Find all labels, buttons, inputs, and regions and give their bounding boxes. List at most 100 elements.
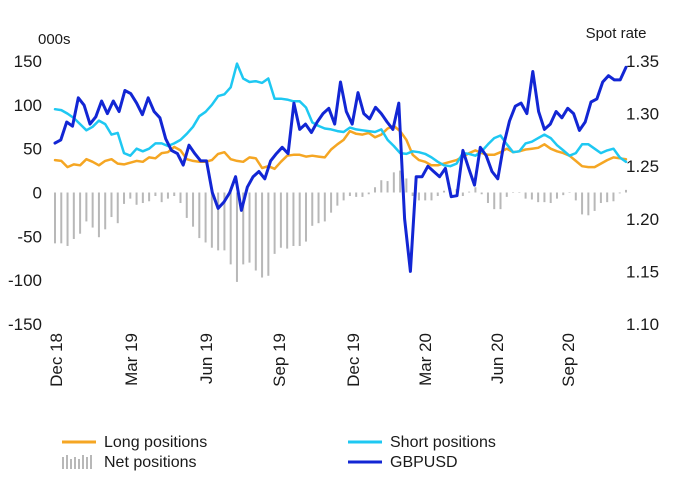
net-position-bar <box>292 192 295 246</box>
net-position-bar <box>154 192 157 197</box>
net-position-bar <box>229 192 232 265</box>
net-position-bar <box>574 192 577 201</box>
net-position-bar <box>254 192 257 271</box>
net-position-bar <box>342 192 345 201</box>
right-tick-label: 1.35 <box>626 52 659 71</box>
net-position-bar <box>323 192 326 222</box>
net-position-bar <box>123 192 126 204</box>
legend-swatch-net-positions <box>90 455 92 469</box>
net-position-bar <box>79 192 82 234</box>
net-position-bar <box>116 192 119 224</box>
net-position-bar <box>355 192 358 197</box>
x-tick-label: Dec 18 <box>47 333 66 387</box>
net-position-bar <box>468 191 471 193</box>
net-position-bar <box>179 192 182 204</box>
net-position-bar <box>436 192 439 197</box>
net-position-bar <box>235 192 238 282</box>
net-position-bar <box>104 192 107 230</box>
net-position-bar <box>97 192 100 238</box>
net-position-bar <box>91 192 94 228</box>
net-position-bar <box>386 181 389 193</box>
x-tick-label: Sep 19 <box>270 333 289 387</box>
net-position-bar <box>367 192 370 195</box>
net-position-bar <box>593 192 596 211</box>
net-position-bar <box>267 192 270 276</box>
net-position-bar <box>555 192 558 199</box>
net-position-bar <box>486 192 489 204</box>
net-position-bar <box>66 192 69 246</box>
net-position-bar <box>537 192 540 203</box>
x-tick-label: Mar 19 <box>122 333 141 386</box>
net-position-bar <box>60 192 63 244</box>
legend-swatch-net-positions <box>74 457 76 469</box>
right-tick-label: 1.10 <box>626 315 659 334</box>
right-tick-label: 1.20 <box>626 210 659 229</box>
legend-swatch-net-positions <box>78 459 80 469</box>
net-position-bar <box>505 192 508 197</box>
net-position-bar <box>279 192 282 248</box>
net-position-bar <box>399 170 402 193</box>
net-position-bar <box>129 192 132 199</box>
left-axis-ticks: 150 100 50 0 -50 -100 -150 <box>8 52 42 334</box>
net-position-bar <box>110 192 113 218</box>
net-position-bar <box>587 192 590 216</box>
net-position-bar <box>405 178 408 193</box>
net-position-bar <box>273 192 276 254</box>
legend-swatch-net-positions <box>82 455 84 469</box>
net-position-bar <box>242 192 245 265</box>
net-position-bar <box>461 192 464 197</box>
legend: Long positions Short positions Net positio… <box>62 434 496 471</box>
net-positions-bars <box>54 170 627 282</box>
net-position-bar <box>568 192 571 193</box>
net-position-bar <box>411 192 414 197</box>
net-position-bar <box>198 192 201 239</box>
net-position-bar <box>261 192 264 278</box>
short-positions-line <box>53 62 628 168</box>
left-tick-label: 150 <box>14 52 42 71</box>
net-position-bar <box>223 192 226 251</box>
net-position-bar <box>606 192 609 203</box>
net-position-bar <box>417 192 420 201</box>
legend-label-short-positions: Short positions <box>390 434 496 451</box>
net-position-bar <box>148 192 151 202</box>
net-position-bar <box>166 192 169 199</box>
net-position-bar <box>298 192 301 246</box>
net-position-bar <box>512 192 515 193</box>
left-tick-label: 0 <box>33 184 42 203</box>
x-tick-label: Jun 20 <box>488 333 507 384</box>
net-position-bar <box>612 192 615 202</box>
net-position-bar <box>443 190 446 193</box>
net-position-bar <box>524 192 527 199</box>
net-position-bar <box>248 192 251 263</box>
net-position-bar <box>543 192 546 203</box>
legend-swatch-net-positions <box>70 459 72 469</box>
legend-label-long-positions: Long positions <box>104 434 207 451</box>
net-position-bar <box>311 192 314 226</box>
gbpusd-line <box>53 65 628 273</box>
x-tick-label: Mar 20 <box>416 333 435 386</box>
net-position-bar <box>530 192 533 200</box>
net-position-bar <box>330 192 333 213</box>
legend-swatch-net-positions <box>86 457 88 469</box>
net-position-bar <box>348 192 351 197</box>
net-position-bar <box>618 192 621 194</box>
net-position-bar <box>185 192 188 218</box>
right-tick-label: 1.25 <box>626 157 659 176</box>
long-positions-line <box>53 124 628 171</box>
series-lines <box>53 62 628 273</box>
net-position-bar <box>317 192 320 224</box>
net-position-bar <box>85 192 88 222</box>
net-position-bar <box>392 172 395 193</box>
right-tick-label: 1.30 <box>626 105 659 124</box>
left-tick-label: 100 <box>14 96 42 115</box>
net-position-bar <box>499 192 502 210</box>
net-position-bar <box>210 192 213 248</box>
net-position-bar <box>380 180 383 193</box>
net-position-bar <box>625 189 627 193</box>
net-position-bar <box>430 192 433 201</box>
net-position-bar <box>424 192 427 201</box>
net-position-bar <box>304 192 307 242</box>
net-position-bar <box>204 192 207 243</box>
legend-label-net-positions: Net positions <box>104 454 197 471</box>
net-position-bar <box>192 192 195 227</box>
